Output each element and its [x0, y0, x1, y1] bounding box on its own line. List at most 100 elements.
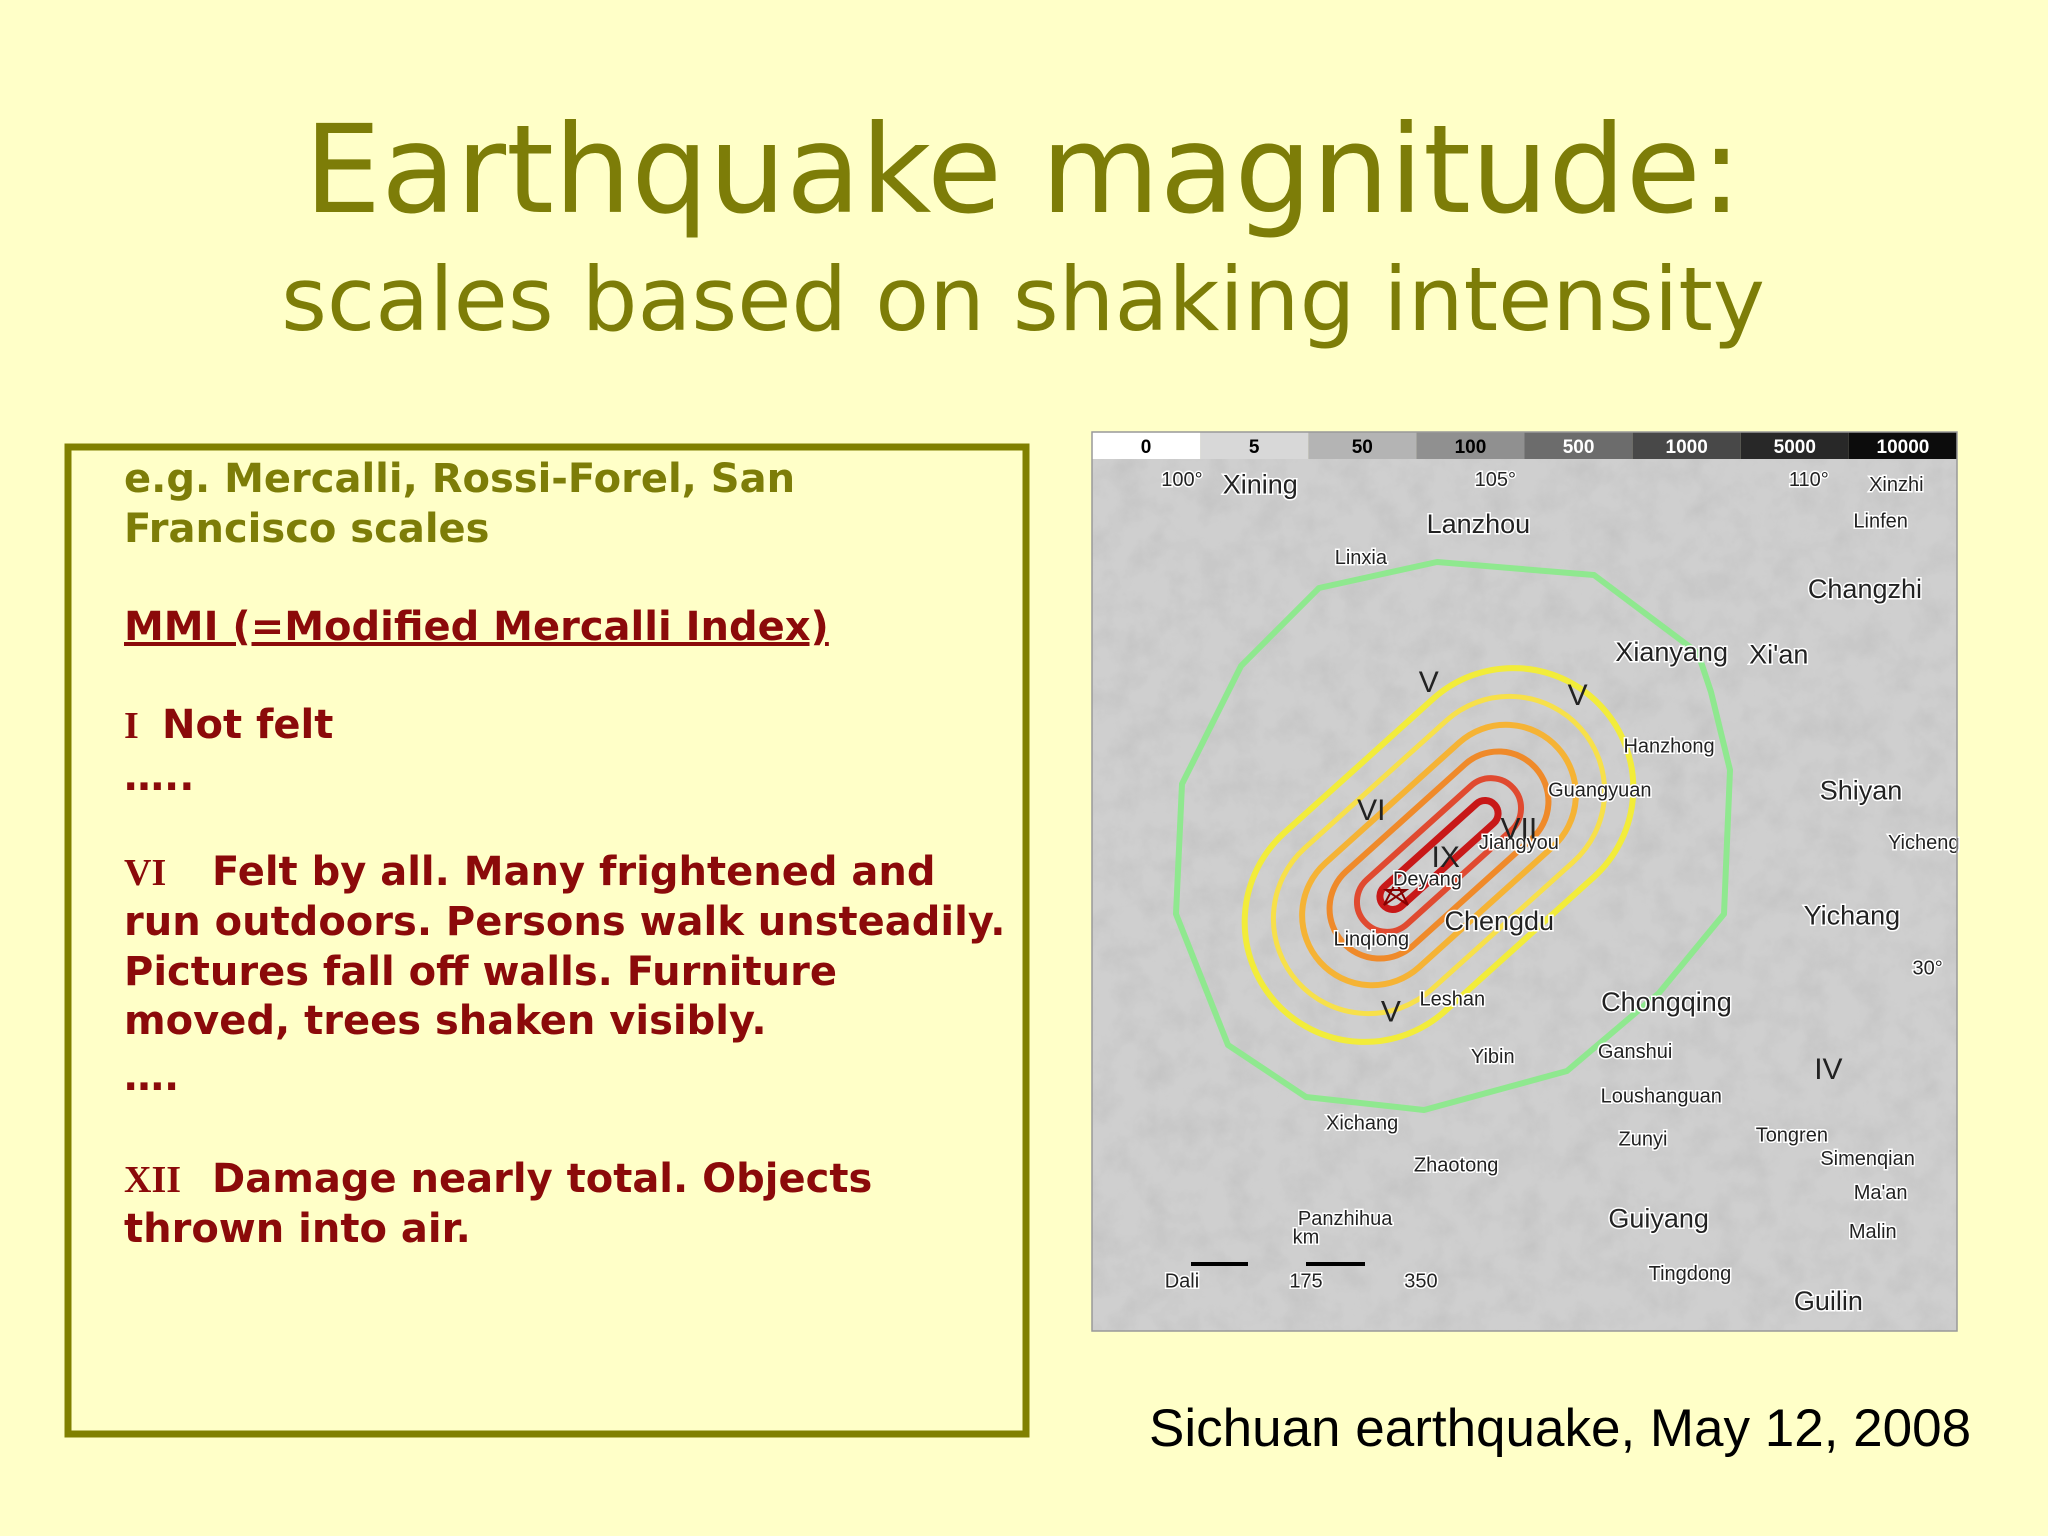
place-label: 30°: [1913, 957, 1943, 979]
map-labels: 100° Xining 105° 110° Xinzhi Lanzhou Linfen Lin…: [1160, 467, 1961, 1317]
place-label: Linfen: [1853, 511, 1908, 533]
place-label: Dali: [1165, 1271, 1199, 1293]
place-label: Tongren: [1756, 1124, 1828, 1146]
legend-cell: [1740, 432, 1849, 459]
place-label: Panzhihua: [1298, 1208, 1393, 1230]
contour-yellow: [1270, 693, 1608, 1017]
mmi-description: ….: [124, 1054, 179, 1100]
legend-cell: [1632, 432, 1741, 459]
place-label: Chengdu: [1444, 906, 1554, 936]
legend-cell: [1416, 432, 1525, 459]
mmi-description: moved, trees shaken visibly.: [124, 998, 767, 1044]
mmi-numeral: XII: [124, 1159, 181, 1201]
text-box-content: e.g. Mercalli, Rossi-Forel, SanFrancisco…: [124, 456, 1005, 1252]
map-frame: [1091, 431, 1958, 1332]
place-label: Xinzhi: [1869, 474, 1923, 496]
legend-cell: [1200, 432, 1309, 459]
mmi-heading: MMI (=Modified Mercalli Index): [124, 604, 829, 650]
intensity-label: V: [1568, 679, 1588, 712]
place-label: Ma'an: [1854, 1182, 1908, 1204]
contour-green: [1173, 559, 1733, 1113]
contours: [1173, 559, 1733, 1266]
place-label: 100°: [1161, 469, 1202, 491]
legend-label: 10000: [1877, 437, 1930, 458]
intensity-label: IV: [1814, 1053, 1842, 1086]
place-label: Simenqian: [1820, 1148, 1915, 1170]
place-label: Zhaotong: [1414, 1154, 1499, 1176]
place-label: Linqiong: [1333, 929, 1409, 951]
contour-red: [1376, 797, 1502, 913]
place-label: Tingdong: [1649, 1263, 1732, 1285]
place-label: Xi'an: [1749, 639, 1808, 669]
place-label: Yibin: [1471, 1046, 1515, 1068]
contour-red: [1353, 775, 1525, 935]
place-label: Guiyang: [1608, 1204, 1709, 1234]
legend-label: 5000: [1774, 437, 1816, 458]
place-label: km: [1293, 1226, 1320, 1248]
intro-text: e.g. Mercalli, Rossi-Forel, San: [124, 456, 795, 502]
place-label: Linxia: [1335, 547, 1388, 569]
legend-label: 1000: [1666, 437, 1708, 458]
place-label: Zunyi: [1618, 1128, 1667, 1150]
place-label: 110°: [1789, 469, 1829, 491]
place-label: Yichang: [1804, 901, 1901, 931]
mmi-description: run outdoors. Persons walk unsteadily.: [124, 899, 1005, 945]
mmi-description: Felt by all. Many frightened and: [212, 849, 936, 895]
place-label: Guangyuan: [1548, 780, 1651, 802]
title: Earthquake magnitude:: [304, 99, 1742, 241]
place-label: Jiangyou: [1479, 832, 1559, 854]
legend-label: 50: [1352, 437, 1373, 458]
contour-orange: [1326, 748, 1552, 962]
place-label: Deyang: [1393, 868, 1462, 890]
caption: Sichuan earthquake, May 12, 2008: [1149, 1399, 1971, 1458]
subtitle: scales based on shaking intensity: [281, 248, 1765, 351]
map-legend: 0 5 50 100 500 1000 5000 10000: [1092, 432, 1957, 459]
legend-label: 5: [1249, 437, 1260, 458]
place-label: Leshan: [1419, 989, 1485, 1011]
place-label: 105°: [1475, 469, 1516, 491]
mmi-description: Not felt: [162, 702, 333, 748]
epicenter: [1382, 879, 1410, 906]
mmi-numeral: I: [124, 705, 139, 747]
mmi-description: …..: [124, 754, 194, 800]
intensity-label: VII: [1501, 812, 1538, 845]
mmi-description: Pictures fall off walls. Furniture: [124, 949, 837, 995]
intro-text: Francisco scales: [124, 506, 489, 552]
place-label: Shiyan: [1820, 775, 1903, 805]
intensity-label: V: [1381, 995, 1401, 1028]
mmi-description: Damage nearly total. Objects: [212, 1156, 872, 1202]
place-label: Chongqing: [1601, 987, 1732, 1017]
place-label: Loushanguan: [1601, 1085, 1722, 1107]
place-label: Xichang: [1326, 1113, 1398, 1135]
legend-cell: [1524, 432, 1633, 459]
legend-cell: [1092, 432, 1201, 459]
place-label: Lanzhou: [1427, 509, 1531, 539]
place-label: Hanzhong: [1623, 735, 1714, 757]
intensity-label: VI: [1357, 794, 1385, 827]
legend-cell: [1308, 432, 1417, 459]
contour-yellow: [1241, 665, 1637, 1045]
contour-orange: [1299, 721, 1579, 989]
legend-cell: [1848, 432, 1957, 459]
place-label: Yicheng: [1888, 832, 1960, 854]
place-label: Malin: [1849, 1221, 1897, 1243]
legend-label: 500: [1563, 437, 1595, 458]
place-label: Ganshui: [1598, 1041, 1673, 1063]
intensity-label: V: [1419, 666, 1439, 699]
map: 0 5 50 100 500 1000 5000 10000 100° Xining 105° 11…: [1091, 431, 1961, 1332]
legend-label: 100: [1455, 437, 1487, 458]
place-label: 350: [1404, 1271, 1437, 1293]
legend-label: 0: [1141, 437, 1152, 458]
text-box: [64, 443, 1030, 1438]
mmi-numeral: VI: [124, 852, 166, 894]
mmi-description: thrown into air.: [124, 1206, 471, 1252]
map-terrain: [1092, 459, 1957, 1331]
place-label: Xining: [1223, 470, 1298, 500]
place-label: 175: [1289, 1271, 1322, 1293]
place-label: Xianyang: [1615, 637, 1728, 667]
intensity-label: IX: [1432, 841, 1460, 874]
place-label: Changzhi: [1808, 574, 1922, 604]
place-label: Guilin: [1794, 1286, 1863, 1316]
